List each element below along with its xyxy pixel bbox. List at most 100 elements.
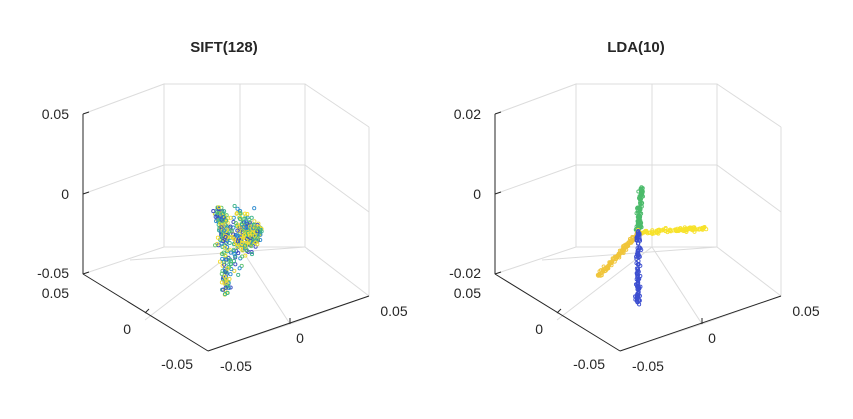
- data-point: [216, 205, 221, 210]
- data-point: [239, 246, 244, 251]
- x-tick-label: -0.05: [220, 358, 252, 374]
- chart-title: SIFT(128): [190, 39, 258, 56]
- data-point: [249, 250, 254, 255]
- data-point: [238, 215, 243, 220]
- data-point: [249, 252, 255, 257]
- data-point: [219, 217, 224, 222]
- data-point: [254, 226, 259, 231]
- data-point: [243, 243, 248, 248]
- data-point: [216, 211, 221, 216]
- x-tick-label: 0: [708, 330, 716, 346]
- x-axis: [619, 295, 782, 352]
- data-point: [236, 251, 241, 256]
- z-tick-label: 0.05: [42, 106, 69, 122]
- data-point: [220, 228, 225, 233]
- data-point: [247, 217, 252, 223]
- data-point: [240, 254, 245, 259]
- grid-z0-left: [82, 164, 165, 195]
- floor-right-edge: [716, 246, 782, 297]
- y-tick-label: 0: [535, 321, 543, 337]
- data-point-blue-down: [635, 275, 640, 280]
- y-tick-label: 0: [123, 321, 131, 337]
- data-point: [215, 235, 220, 240]
- data-point: [223, 257, 228, 262]
- data-point: [219, 225, 224, 230]
- data-point: [232, 268, 237, 273]
- data-point: [228, 224, 233, 229]
- data-point-yellow-right: [675, 226, 680, 231]
- data-point: [224, 280, 229, 285]
- data-point: [249, 215, 254, 220]
- data-point: [228, 250, 233, 255]
- subplot-lda10: LDA(10) 0.02 0 -0.02 0.05 0 -0.05 -0.05 …: [449, 39, 820, 374]
- data-point-green-up: [638, 206, 643, 212]
- data-point: [218, 237, 223, 242]
- data-point-orange-left: [621, 250, 626, 255]
- data-point-yellow-right: [697, 227, 702, 232]
- z-tick-bot: [494, 271, 502, 275]
- data-point: [227, 229, 232, 234]
- data-point: [241, 235, 246, 240]
- data-point: [233, 254, 238, 259]
- data-point: [213, 243, 218, 248]
- data-point: [232, 252, 237, 257]
- data-point: [223, 292, 228, 297]
- data-point-orange-left: [629, 238, 634, 243]
- data-point-blue-down: [635, 299, 640, 304]
- data-point: [221, 228, 227, 233]
- data-point: [242, 211, 248, 216]
- data-point: [236, 234, 241, 239]
- data-point-green-up: [635, 209, 640, 214]
- data-point-green-up: [640, 186, 645, 191]
- grid-x0-floor: [239, 246, 291, 325]
- data-point: [244, 248, 249, 253]
- data-point: [220, 244, 225, 250]
- data-point: [228, 259, 234, 264]
- data-point: [229, 234, 234, 239]
- data-point: [252, 233, 257, 238]
- data-point: [249, 244, 254, 249]
- x-tick-label: -0.05: [632, 358, 664, 374]
- data-point-blue-down: [635, 249, 640, 254]
- floor-right-edge: [304, 246, 370, 297]
- data-point-yellow-right: [665, 230, 670, 235]
- data-point-yellow-right: [675, 228, 680, 233]
- data-point: [255, 237, 260, 242]
- data-point: [247, 220, 252, 225]
- data-point: [231, 232, 236, 237]
- data-point: [217, 259, 223, 264]
- data-point: [224, 213, 229, 218]
- data-point: [225, 266, 230, 271]
- x-tick-label: 0.05: [380, 303, 407, 319]
- data-point-blue-down: [635, 278, 640, 283]
- z-tick-mid: [82, 191, 90, 195]
- data-point: [236, 272, 241, 277]
- data-point: [220, 256, 225, 261]
- data-point-blue-down: [635, 241, 641, 246]
- data-point: [218, 215, 223, 220]
- data-point: [239, 241, 245, 247]
- z-tick-label: -0.05: [37, 265, 69, 281]
- data-point: [237, 266, 242, 271]
- grid-z0-right: [716, 164, 782, 213]
- data-point-orange-left: [616, 253, 621, 258]
- z-tick-label: -0.02: [449, 265, 481, 281]
- data-point: [238, 237, 243, 242]
- data-point: [228, 215, 233, 220]
- grid-z0-right: [304, 164, 370, 213]
- data-point: [252, 206, 257, 211]
- data-point: [238, 217, 243, 222]
- z-tick-top: [82, 111, 90, 115]
- data-point: [259, 229, 264, 234]
- data-point: [213, 214, 218, 219]
- data-point-blue-down: [637, 245, 642, 250]
- y-tick-mid: [144, 308, 150, 314]
- data-point: [221, 287, 226, 292]
- data-point: [226, 216, 231, 221]
- z-tick-mid: [494, 191, 502, 195]
- data-point: [227, 240, 232, 246]
- data-point-blue-down: [636, 261, 641, 267]
- data-point-yellow-right: [659, 228, 664, 233]
- data-point-blue-down: [637, 231, 642, 236]
